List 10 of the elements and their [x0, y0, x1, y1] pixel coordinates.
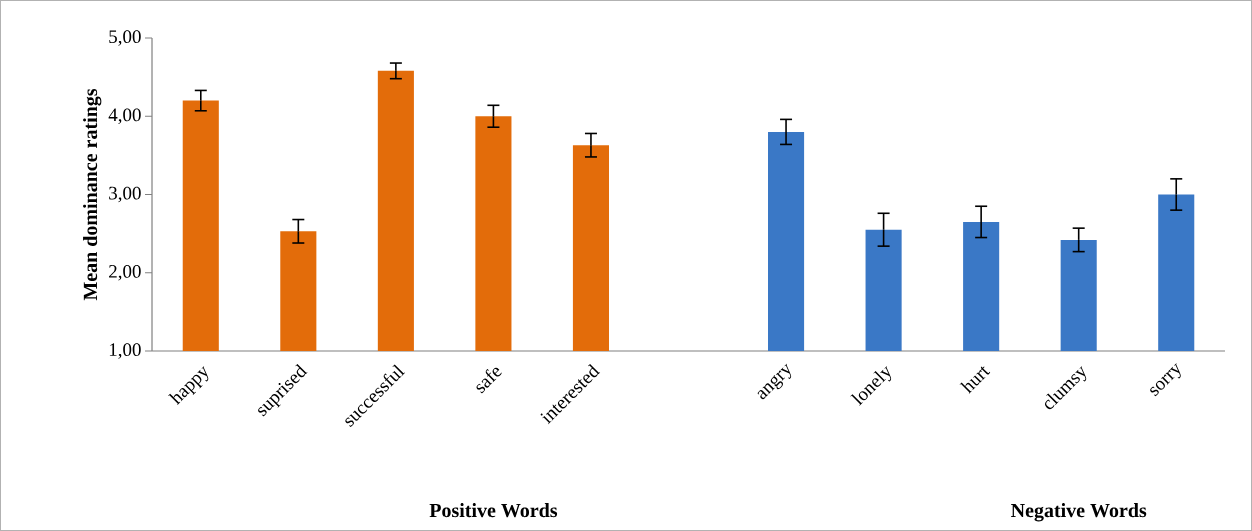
text: Positive Words	[429, 503, 558, 518]
y-tick-label: 3,00	[109, 186, 141, 203]
y-axis-title: Mean dominance ratings	[83, 88, 102, 301]
text: Negative Words	[1011, 503, 1147, 522]
y-tick-label: 1,00	[109, 343, 141, 359]
y-tick-label: 4,00	[108, 108, 141, 125]
y-tick-label: 2,00	[109, 264, 141, 281]
y-tick-label: 5,00	[109, 30, 141, 46]
x-tick-label: safe	[476, 367, 502, 394]
x-tick-label: hurt	[959, 366, 991, 394]
